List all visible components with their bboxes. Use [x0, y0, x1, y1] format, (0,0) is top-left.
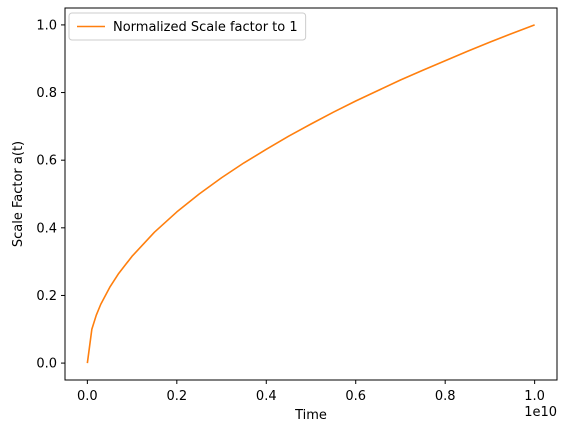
legend-entry-label: Normalized Scale factor to 1 [113, 20, 298, 35]
y-tick-label: 0.6 [36, 154, 57, 169]
x-tick-label: 0.8 [435, 389, 456, 404]
x-tick-label: 1.0 [524, 389, 545, 404]
legend: Normalized Scale factor to 1 [68, 12, 307, 41]
x-axis-offset-label: 1e10 [524, 405, 557, 420]
y-tick-label: 0.0 [36, 357, 57, 372]
axes-frame [64, 7, 558, 381]
y-tick-label: 0.4 [36, 221, 57, 236]
x-tick-label: 0.4 [256, 389, 277, 404]
x-axis-ticks: 0.0 0.2 0.4 0.6 0.8 1.0 [77, 380, 545, 404]
y-axis-ticks: 0.0 0.2 0.4 0.6 0.8 1.0 [36, 18, 65, 372]
series-layer [86, 24, 535, 364]
x-tick-label: 0.0 [77, 389, 98, 404]
plot-area [65, 8, 557, 380]
legend-box [68, 12, 307, 41]
x-tick-label: 0.2 [166, 389, 187, 404]
x-tick-label: 0.6 [345, 389, 366, 404]
x-axis-label: Time [294, 408, 327, 423]
y-tick-label: 0.8 [36, 86, 57, 101]
y-tick-label: 1.0 [36, 18, 57, 33]
y-tick-label: 0.2 [36, 289, 57, 304]
series-line [86, 24, 535, 364]
y-axis-label: Scale Factor a(t) [11, 141, 26, 247]
